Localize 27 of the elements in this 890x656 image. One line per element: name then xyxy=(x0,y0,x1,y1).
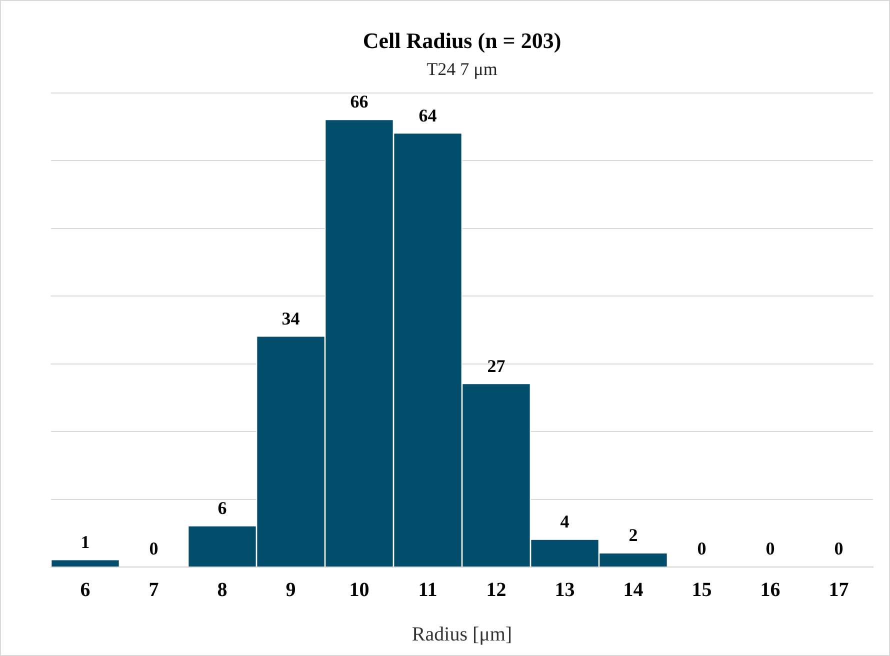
x-tick-label: 10 xyxy=(349,579,370,602)
data-label: 64 xyxy=(418,105,437,126)
data-label: 1 xyxy=(80,532,90,552)
x-tick-label: 16 xyxy=(760,579,780,602)
data-label: 66 xyxy=(350,92,368,112)
data-label: 34 xyxy=(282,308,300,328)
chart-subtitle: T24 7 μm xyxy=(426,58,498,79)
x-tick-label: 14 xyxy=(623,579,644,602)
x-tick-label: 8 xyxy=(217,579,228,602)
data-label: 4 xyxy=(560,512,570,532)
x-tick-label: 13 xyxy=(554,579,575,602)
x-axis-title: Radius [μm] xyxy=(412,623,512,646)
x-tick-label: 17 xyxy=(828,579,849,602)
data-label: 0 xyxy=(697,538,706,559)
data-label: 0 xyxy=(766,538,775,559)
data-label: 27 xyxy=(487,356,506,376)
data-label: 0 xyxy=(834,538,844,559)
data-label: 6 xyxy=(218,498,227,518)
x-tick-label: 11 xyxy=(418,579,438,602)
x-tick-label: 9 xyxy=(286,579,296,602)
data-label: 0 xyxy=(149,538,158,559)
data-label: 2 xyxy=(628,525,638,546)
x-tick-label: 15 xyxy=(692,579,712,602)
x-tick-label: 7 xyxy=(148,579,159,602)
x-tick-label: 12 xyxy=(486,579,506,602)
x-tick-label: 6 xyxy=(80,579,90,602)
chart-title: Cell Radius (n = 203) xyxy=(362,28,562,53)
